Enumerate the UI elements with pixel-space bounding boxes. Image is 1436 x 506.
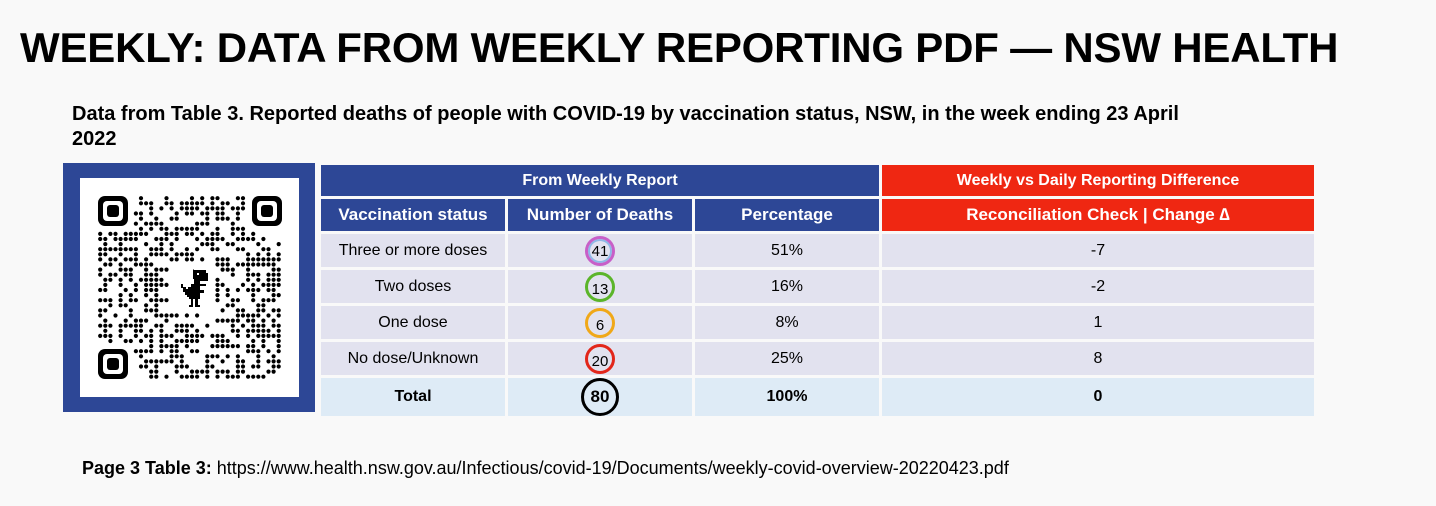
total-percentage: 100% bbox=[695, 378, 879, 416]
deaths-cell: 13 bbox=[508, 270, 692, 303]
status-cell: Three or more doses bbox=[321, 234, 505, 267]
column-header-change: Reconciliation Check | Change ∆ bbox=[882, 199, 1314, 231]
total-deaths-circle: 80 bbox=[581, 378, 619, 416]
qr-finder-top-left bbox=[98, 196, 128, 226]
deaths-cell: 20 bbox=[508, 342, 692, 375]
table-row: No dose/Unknown 20 25% 8 bbox=[321, 342, 1314, 375]
qr-code-panel bbox=[63, 163, 315, 412]
column-header-deaths: Number of Deaths bbox=[508, 199, 692, 231]
qr-code-pattern bbox=[98, 196, 282, 379]
change-cell: -7 bbox=[882, 234, 1314, 267]
status-cell: Two doses bbox=[321, 270, 505, 303]
qr-modules bbox=[98, 196, 281, 379]
deaths-cell: 41 bbox=[508, 234, 692, 267]
deaths-cell: 6 bbox=[508, 306, 692, 339]
page-title: WEEKLY: DATA FROM WEEKLY REPORTING PDF —… bbox=[20, 24, 1339, 71]
status-cell: No dose/Unknown bbox=[321, 342, 505, 375]
deaths-circle: 6 bbox=[585, 307, 615, 338]
percentage-cell: 51% bbox=[695, 234, 879, 267]
column-header-percentage: Percentage bbox=[695, 199, 879, 231]
change-cell: 8 bbox=[882, 342, 1314, 375]
deaths-circle: 41 bbox=[585, 235, 615, 266]
qr-code[interactable] bbox=[80, 178, 299, 397]
change-cell: 1 bbox=[882, 306, 1314, 339]
group-header-difference: Weekly vs Daily Reporting Difference bbox=[882, 165, 1314, 196]
total-label: Total bbox=[321, 378, 505, 416]
total-deaths-cell: 80 bbox=[508, 378, 692, 416]
deaths-circle: 13 bbox=[585, 271, 615, 302]
status-cell: One dose bbox=[321, 306, 505, 339]
column-header-status: Vaccination status bbox=[321, 199, 505, 231]
source-footer: Page 3 Table 3: https://www.health.nsw.g… bbox=[82, 458, 1009, 479]
table-row: Two doses 13 16% -2 bbox=[321, 270, 1314, 303]
table-row: One dose 6 8% 1 bbox=[321, 306, 1314, 339]
table-caption: Data from Table 3. Reported deaths of pe… bbox=[72, 103, 1179, 150]
dinosaur-icon bbox=[172, 266, 212, 310]
percentage-cell: 25% bbox=[695, 342, 879, 375]
qr-finder-top-right bbox=[252, 196, 282, 226]
qr-finder-bottom-left bbox=[98, 349, 128, 379]
table-row: Three or more doses 41 51% -7 bbox=[321, 234, 1314, 267]
total-change: 0 bbox=[882, 378, 1314, 416]
percentage-cell: 8% bbox=[695, 306, 879, 339]
percentage-cell: 16% bbox=[695, 270, 879, 303]
change-cell: -2 bbox=[882, 270, 1314, 303]
group-header-weekly: From Weekly Report bbox=[321, 165, 879, 196]
source-label: Page 3 Table 3: bbox=[82, 458, 212, 478]
deaths-circle: 20 bbox=[585, 343, 615, 374]
source-url[interactable]: https://www.health.nsw.gov.au/Infectious… bbox=[216, 458, 1009, 478]
total-row: Total 80 100% 0 bbox=[321, 378, 1314, 416]
deaths-table: From Weekly Report Weekly vs Daily Repor… bbox=[318, 162, 1317, 419]
